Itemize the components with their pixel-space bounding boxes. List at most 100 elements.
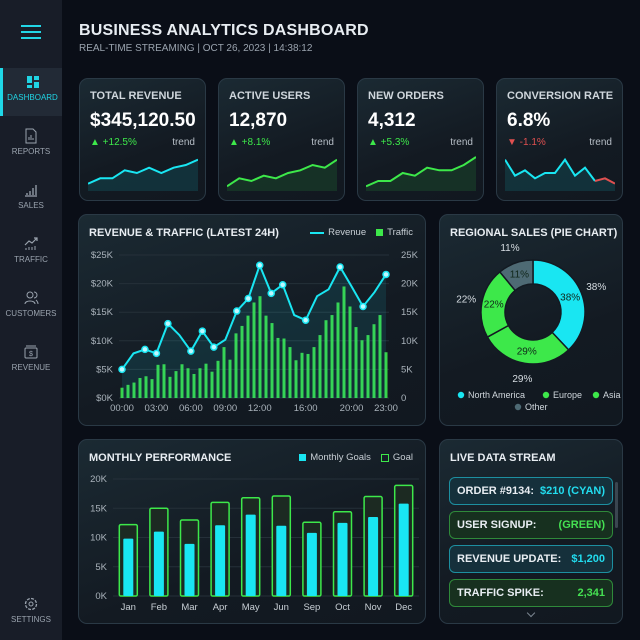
scrollbar[interactable] <box>615 482 618 528</box>
kpi-card-active-users[interactable]: ACTIVE USERS 12,870 ▲ +8.1% trend <box>218 78 345 201</box>
chevron-down-icon[interactable] <box>526 608 536 618</box>
monthly-goals-bar <box>398 503 409 596</box>
sparkline <box>505 157 615 191</box>
sidebar-item-sales[interactable]: SALES <box>0 176 62 224</box>
traffic-bar <box>366 335 370 398</box>
stream-item[interactable]: TRAFFIC SPIKE: 2,341 <box>449 579 613 607</box>
kpi-trend-label: trend <box>172 137 195 148</box>
kpi-trend-label: trend <box>450 137 473 148</box>
revenue-area <box>122 265 386 398</box>
y-left-tick: $15K <box>91 307 114 318</box>
pie-inner-label: 22% <box>484 300 504 311</box>
sidebar-item-revenue[interactable]: $ REVENUE <box>0 338 62 386</box>
sidebar-item-customers[interactable]: CUSTOMERS <box>0 284 62 332</box>
y-left-tick: $25K <box>91 250 114 261</box>
revenue-point <box>198 327 207 335</box>
x-tick: 16:00 <box>294 403 318 414</box>
y-left-tick: $5K <box>96 364 114 375</box>
page-subtitle: REAL-TIME STREAMING | OCT 26, 2023 | 14:… <box>79 43 313 54</box>
sidebar-item-settings[interactable]: SETTINGS <box>0 590 62 638</box>
traffic-bar <box>270 323 274 398</box>
y-tick: 0K <box>95 591 107 602</box>
stream-item[interactable]: ORDER #9134: $210 (CYAN) <box>449 477 613 505</box>
x-tick: 06:00 <box>179 403 203 414</box>
traffic-bar <box>144 376 148 398</box>
sidebar: DASHBOARD REPORTS SALES TRAFFIC CUSTOMERS $ RE… <box>0 0 62 640</box>
x-tick: Feb <box>151 602 167 613</box>
sparkline-line <box>505 157 596 182</box>
menu-icon[interactable] <box>21 25 41 39</box>
x-tick: Mar <box>181 602 197 613</box>
y-left-tick: $20K <box>91 279 114 290</box>
regional-sales-card: REGIONAL SALES (PIE CHART) 38% 38% 29% 29% 2… <box>439 214 623 426</box>
monthly-goals-bar <box>215 525 226 596</box>
traffic-bar <box>252 302 256 398</box>
kpi-label: TOTAL REVENUE <box>90 90 182 102</box>
traffic-bar <box>216 360 220 398</box>
monthly-goals-bar <box>153 531 164 596</box>
kpi-change: ▲ +12.5% <box>90 137 137 148</box>
revenue-traffic-card: REVENUE & TRAFFIC (LATEST 24H) Revenue T… <box>78 214 426 426</box>
traffic-bar <box>210 371 214 398</box>
traffic-bar <box>222 347 226 398</box>
kpi-trend-label: trend <box>589 137 612 148</box>
sparkline-line <box>366 156 476 188</box>
x-tick: Oct <box>335 602 350 613</box>
revenue-point <box>359 302 367 311</box>
x-tick: Nov <box>365 602 382 613</box>
x-tick: 12:00 <box>248 403 272 414</box>
sparkline-area <box>88 159 198 191</box>
live-data-stream-card: LIVE DATA STREAM ORDER #9134: $210 (CYAN)… <box>439 439 623 624</box>
legend-dot <box>592 391 600 399</box>
traffic-bar <box>330 315 334 398</box>
chart-title: MONTHLY PERFORMANCE <box>89 452 232 464</box>
traffic-bar <box>300 352 304 398</box>
sidebar-item-dashboard[interactable]: DASHBOARD <box>0 68 62 116</box>
kpi-card-total-revenue[interactable]: TOTAL REVENUE $345,120.50 ▲ +12.5% trend <box>79 78 206 201</box>
traffic-bar <box>162 364 166 398</box>
pie-outer-label: 22% <box>456 294 476 305</box>
kpi-card-new-orders[interactable]: NEW ORDERS 4,312 ▲ +5.3% trend <box>357 78 484 201</box>
revenue-point <box>152 349 161 358</box>
chart-title: REGIONAL SALES (PIE CHART) <box>450 227 618 239</box>
kpi-card-conversion-rate[interactable]: CONVERSION RATE 6.8% ▼ -1.1% trend <box>496 78 623 201</box>
kpi-change: ▼ -1.1% <box>507 137 546 148</box>
regional-sales-pie: 38% 38% 29% 29% 22% 22% 11% 11% North America Eur… <box>456 243 620 412</box>
bar-chart-icon <box>25 185 37 197</box>
traffic-bar <box>174 371 178 398</box>
revenue-point <box>187 347 195 355</box>
trending-up-icon <box>24 237 38 250</box>
x-tick: 00:00 <box>110 403 134 414</box>
y-right-tick: 0 <box>401 393 406 404</box>
stream-item[interactable]: USER SIGNUP: (GREEN) <box>449 511 613 539</box>
kpi-label: CONVERSION RATE <box>507 90 614 102</box>
stream-item-label: REVENUE UPDATE: <box>457 553 562 565</box>
x-tick: May <box>242 602 260 613</box>
sidebar-item-reports[interactable]: REPORTS <box>0 122 62 170</box>
traffic-bar <box>312 347 316 398</box>
stream-item-label: ORDER #9134: <box>457 485 535 497</box>
traffic-bar <box>288 347 292 398</box>
pie-slice-other <box>498 259 534 292</box>
sidebar-item-label: REVENUE <box>11 363 51 372</box>
sidebar-item-traffic[interactable]: TRAFFIC <box>0 230 62 278</box>
traffic-bar <box>168 376 172 398</box>
traffic-bar <box>234 333 238 398</box>
traffic-bar <box>198 368 202 398</box>
traffic-bar <box>192 373 196 398</box>
revenue-point <box>244 294 253 303</box>
legend-label: Other <box>525 402 548 412</box>
traffic-bar <box>126 384 130 398</box>
kpi-value: 4,312 <box>368 110 416 131</box>
traffic-bar <box>228 359 232 398</box>
legend-dot <box>542 391 550 399</box>
traffic-bar <box>138 377 142 398</box>
kpi-label: ACTIVE USERS <box>229 90 311 102</box>
sparkline-line-negative <box>594 177 615 185</box>
stream-item[interactable]: REVENUE UPDATE: $1,200 <box>449 545 613 573</box>
x-tick: Jan <box>121 602 136 613</box>
monthly-goals-bar <box>245 514 256 596</box>
traffic-bar <box>342 286 346 398</box>
y-right-tick: 5K <box>401 364 413 375</box>
chart-title: REVENUE & TRAFFIC (LATEST 24H) <box>89 227 279 239</box>
